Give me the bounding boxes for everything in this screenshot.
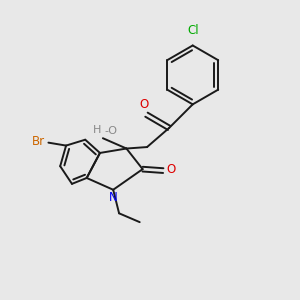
Text: O: O [140, 98, 149, 111]
Text: -O: -O [104, 126, 117, 136]
Text: Br: Br [32, 135, 46, 148]
Text: N: N [109, 191, 118, 204]
Text: O: O [167, 163, 176, 176]
Text: H: H [93, 125, 101, 135]
Text: Cl: Cl [187, 24, 199, 37]
